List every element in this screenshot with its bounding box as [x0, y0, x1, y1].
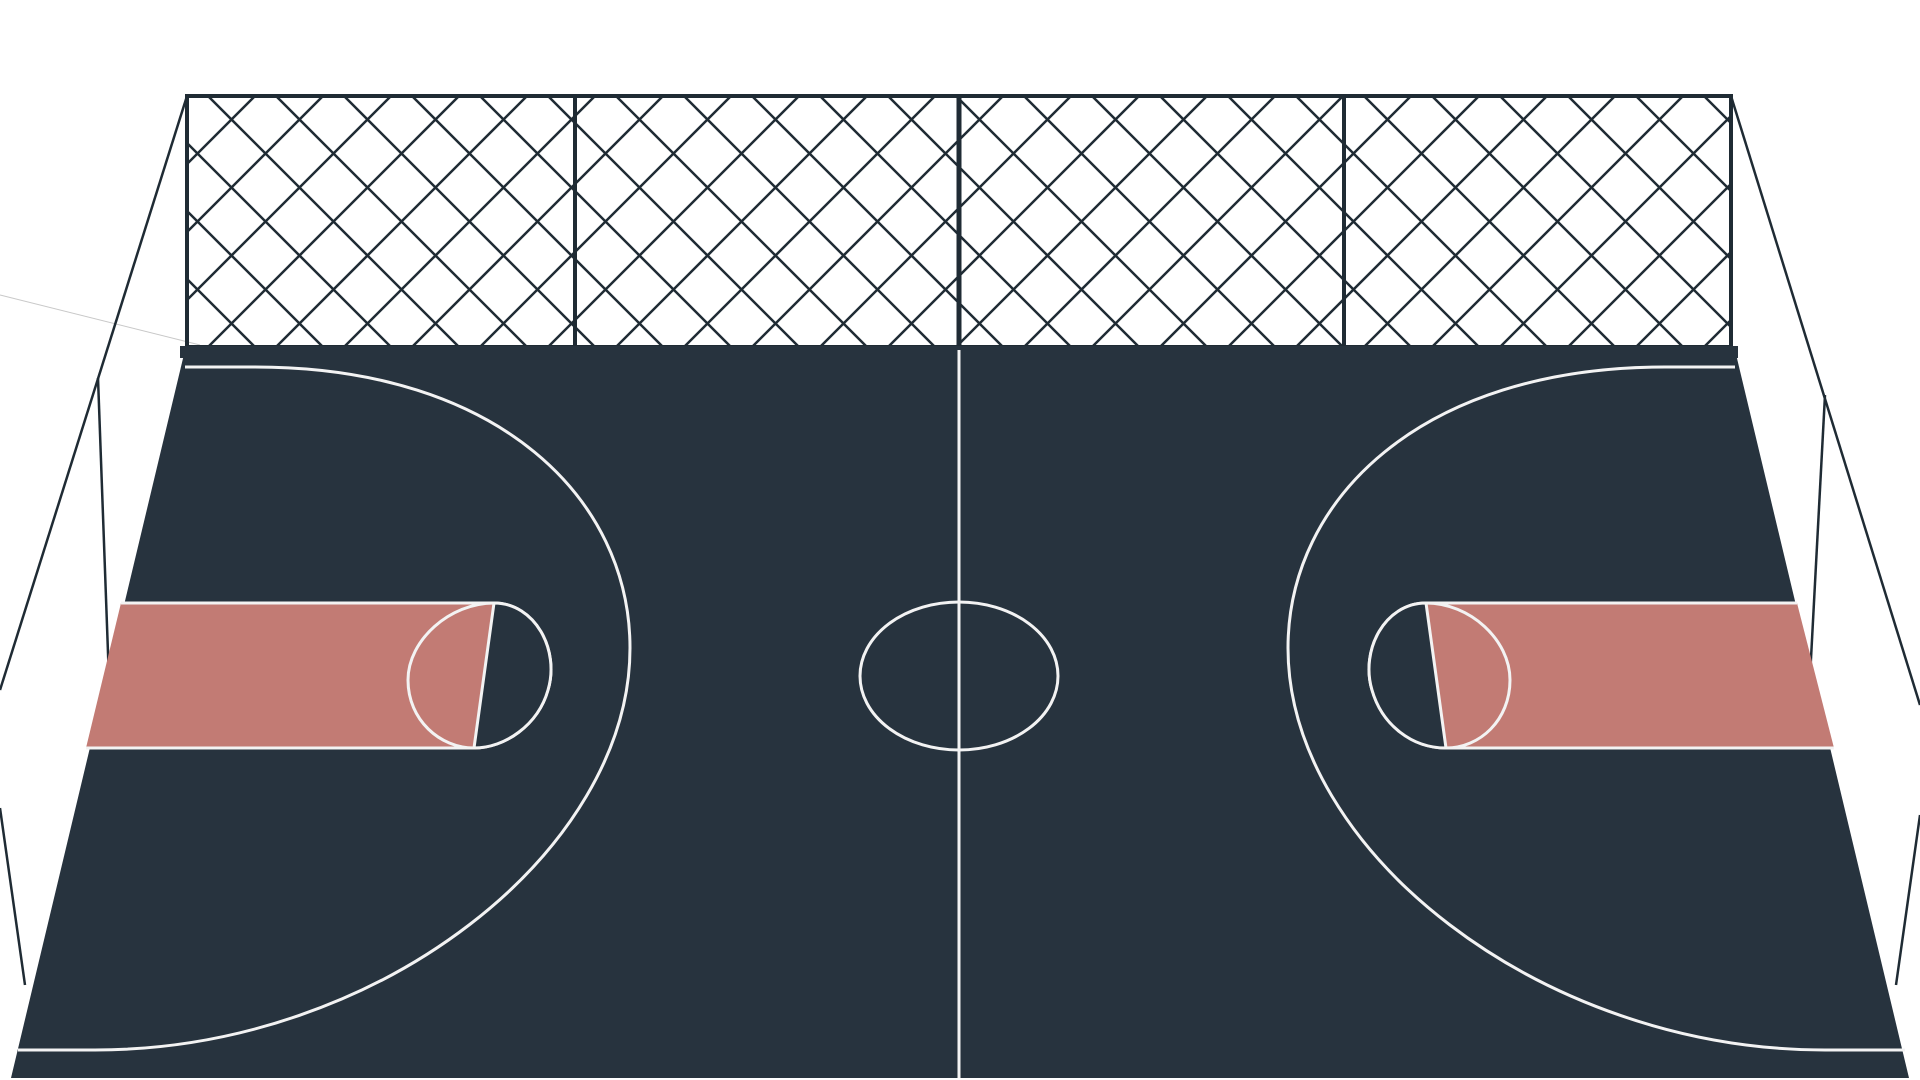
net-wire: [955, 96, 1208, 347]
net-wire: [1567, 182, 1731, 347]
faint-guide-line: [0, 294, 201, 346]
chain-link-fence: [185, 94, 1733, 349]
net-wire: [1227, 96, 1480, 347]
net-wire: [411, 96, 664, 347]
net-wire: [1091, 96, 1344, 347]
net-wire: [479, 96, 732, 347]
left-three-point-line: [18, 365, 632, 1052]
net-wire: [187, 277, 256, 347]
net-wire: [547, 96, 800, 347]
right-paint-area: [1426, 603, 1834, 748]
net-wire: [187, 96, 256, 166]
net-wire: [275, 96, 528, 347]
right-three-point-line: [1286, 365, 1905, 1052]
net-wire: [1159, 96, 1412, 347]
net-wire: [887, 96, 1140, 347]
net-wire: [187, 96, 324, 234]
net-wire: [343, 96, 596, 347]
net-wire: [615, 96, 868, 347]
left-side-fence: [0, 95, 189, 986]
net-wire: [1295, 96, 1548, 347]
net-wire: [207, 96, 460, 347]
net-wire: [1363, 96, 1616, 347]
net-wire: [819, 96, 1072, 347]
center-circle: [858, 600, 1060, 752]
net-wire: [1431, 96, 1684, 347]
net-wire: [1023, 96, 1276, 347]
net-wire: [1499, 114, 1731, 347]
left-paint-area: [86, 603, 494, 748]
left-free-throw-back-half: [472, 601, 553, 750]
net-wire: [1635, 250, 1731, 347]
net-wire: [187, 96, 392, 302]
right-free-throw-back-half: [1367, 601, 1448, 750]
net-wire: [1635, 96, 1731, 193]
net-wire: [683, 96, 936, 347]
